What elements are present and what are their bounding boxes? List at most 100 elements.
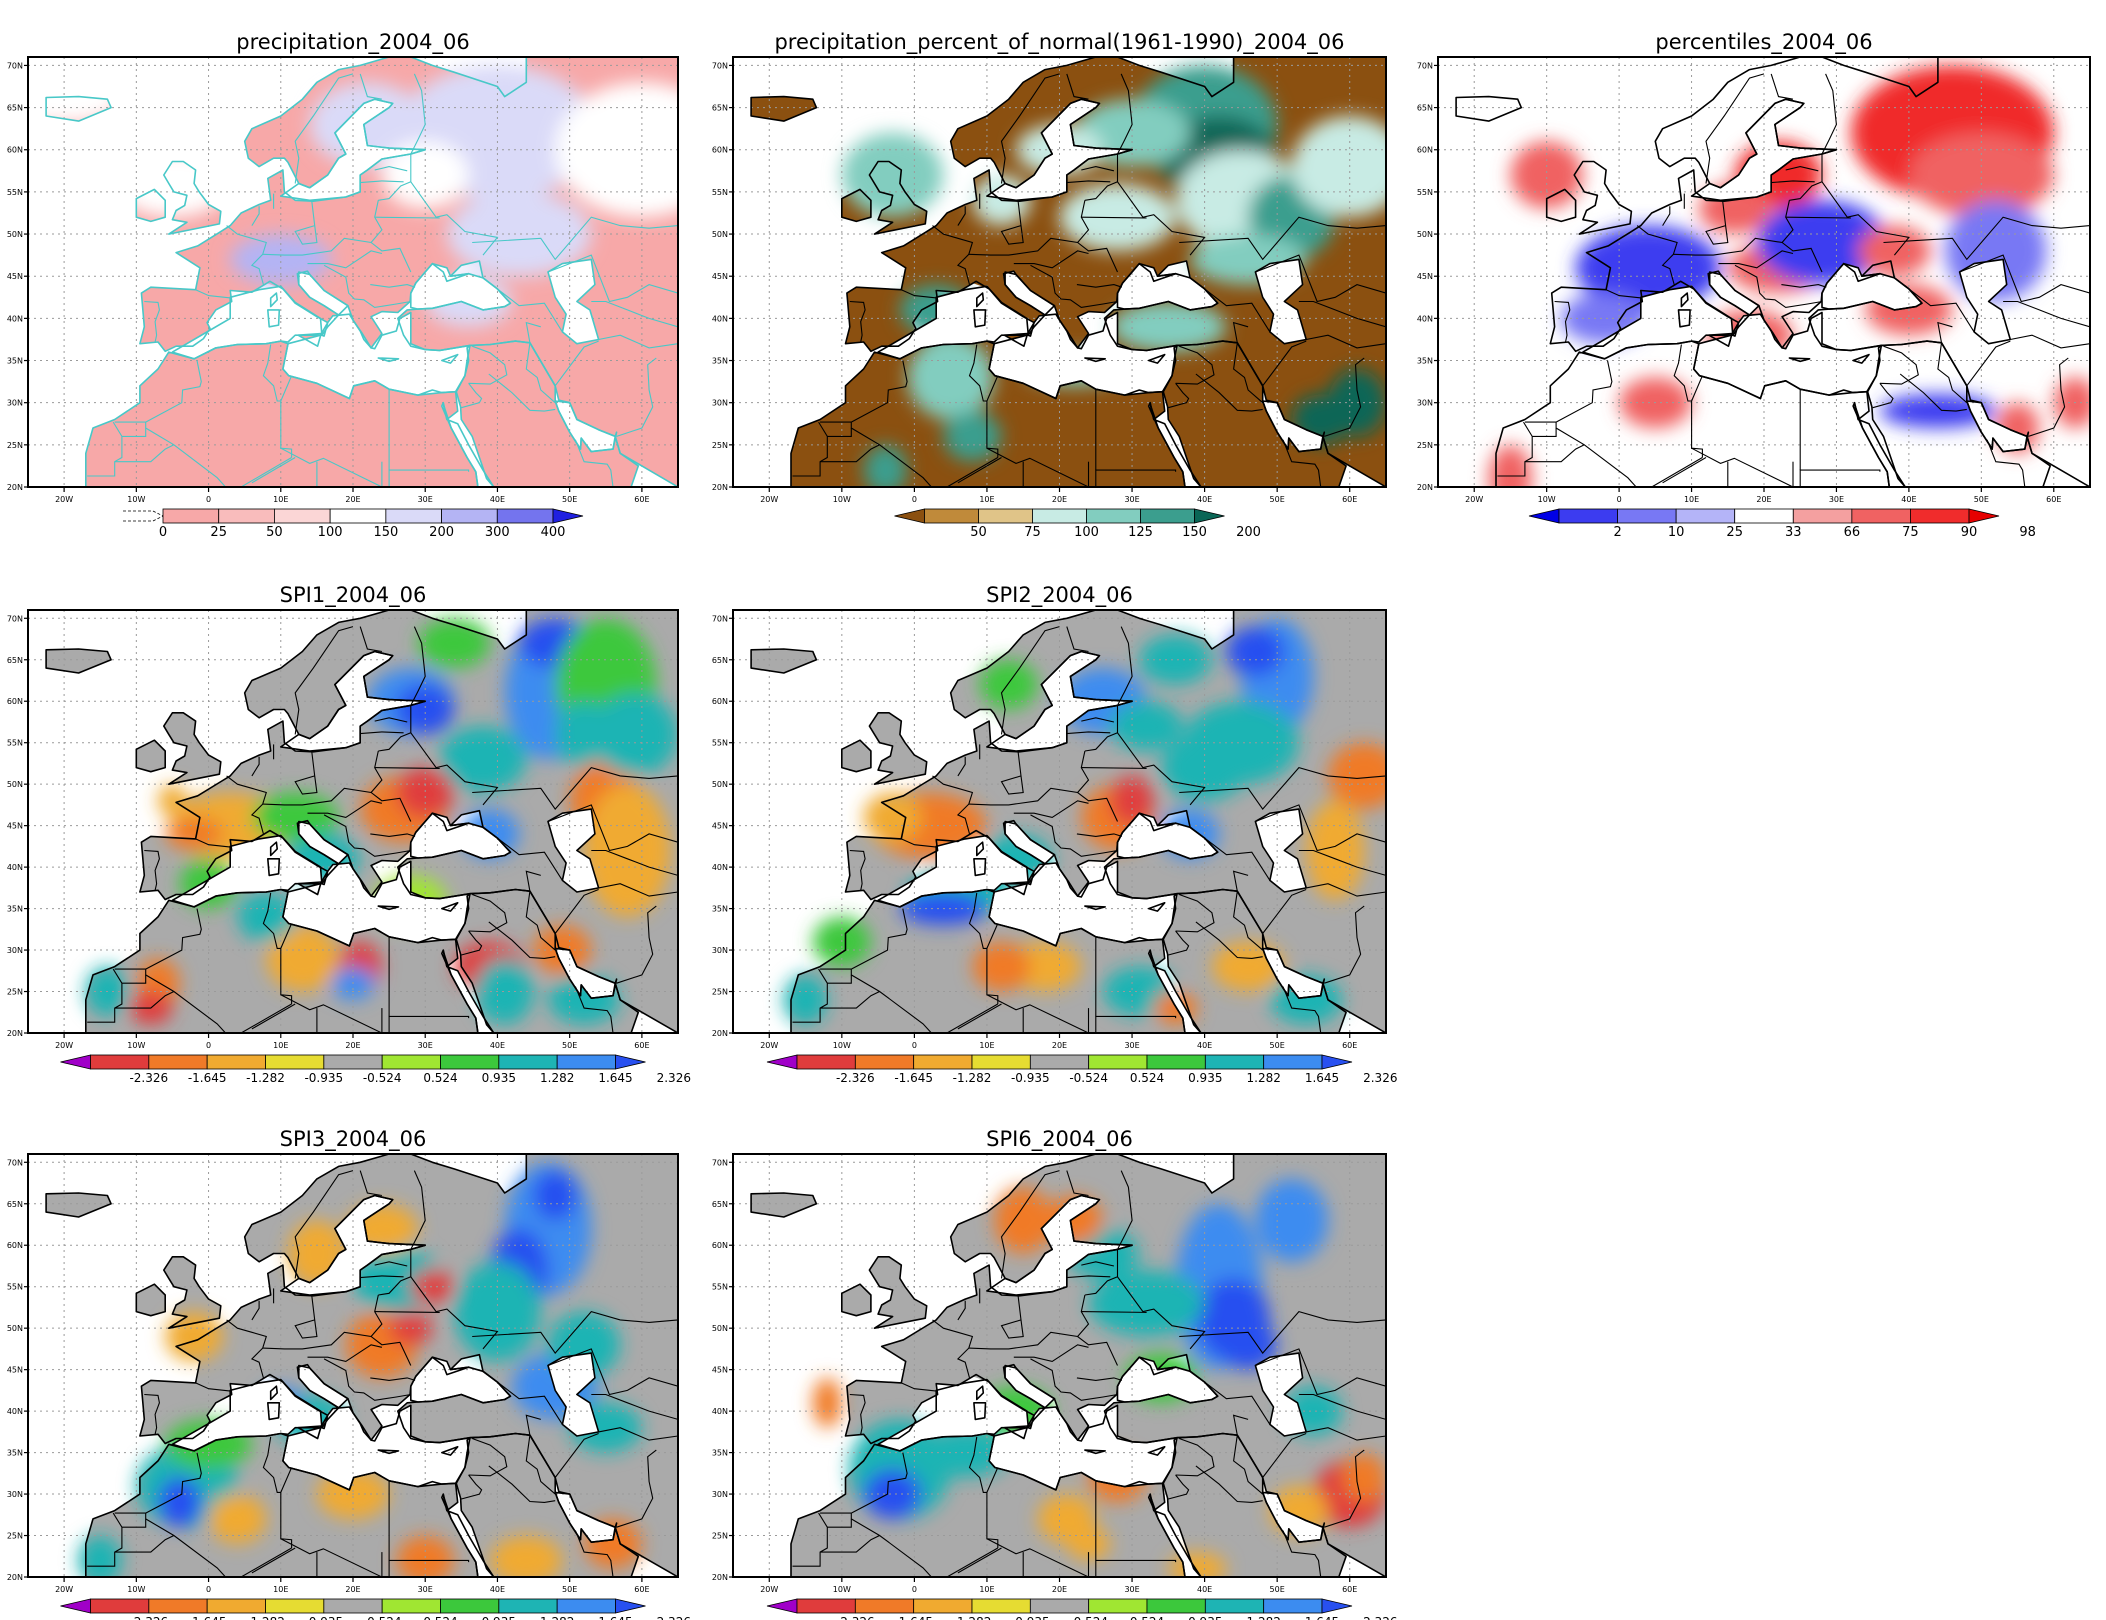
contour-area (490, 1535, 563, 1577)
sea-mask (1005, 272, 1055, 315)
x-tick-label: 60E (2046, 495, 2061, 504)
colorbar-label: -1.645 (188, 1615, 227, 1620)
y-tick-label: 55N (7, 739, 23, 748)
y-tick-label: 60N (7, 697, 23, 706)
map-panel: SPI2_2004_06 20W 10W 0 10E 20E 30E 40E 50E 60E 20N… (712, 583, 1398, 1085)
colorbar-swatch (148, 1598, 208, 1614)
x-tick-label: 30E (1829, 495, 1844, 504)
colorbar-arrow-right (615, 1598, 646, 1614)
x-tick-label: 20E (1756, 495, 1771, 504)
y-tick-label: 70N (7, 61, 23, 70)
y-tick-label: 55N (7, 1283, 23, 1292)
colorbar-label: 1.282 (540, 1071, 574, 1085)
colorbar-label: -1.645 (894, 1615, 933, 1620)
colorbar-arrow-left (766, 1054, 798, 1070)
colorbar-swatch (913, 1598, 973, 1614)
y-tick-label: 55N (712, 1283, 728, 1292)
colorbar-label: 25 (1726, 525, 1743, 540)
colorbar-label: -1.282 (953, 1071, 992, 1085)
colorbar-label: 0.524 (423, 1071, 457, 1085)
colorbar-swatch (162, 508, 220, 524)
y-tick-label: 70N (1417, 61, 1433, 70)
sea-mask (548, 809, 599, 892)
sea-mask (1262, 1492, 1325, 1543)
colorbar-swatch (498, 1054, 558, 1070)
colorbar-swatch (274, 508, 331, 524)
colorbar-swatch (1088, 1598, 1148, 1614)
y-tick-label: 65N (712, 104, 728, 113)
colorbar-label: 300 (485, 525, 510, 540)
colorbar-label: 125 (1128, 525, 1153, 540)
panel-title: SPI6_2004_06 (986, 1127, 1133, 1152)
x-tick-label: 40E (490, 495, 505, 504)
x-tick-label: 10E (1684, 495, 1699, 504)
panel-title: SPI2_2004_06 (986, 583, 1133, 608)
contour-area (1327, 742, 1386, 810)
colorbar-arrow-left (60, 1054, 91, 1070)
colorbar-label: 400 (541, 525, 566, 540)
colorbar-label: -0.935 (304, 1615, 343, 1620)
y-tick-label: 25N (712, 988, 728, 997)
colorbar-swatch (1086, 508, 1141, 524)
colorbar-label: -0.935 (304, 1071, 343, 1085)
field-layer (751, 1154, 1386, 1577)
gridlines (733, 610, 1386, 1034)
colorbar-label: -0.524 (363, 1615, 402, 1620)
y-tick-label: 40N (712, 863, 728, 872)
colorbar-swatch (90, 1598, 150, 1614)
colorbar-label: -2.326 (836, 1071, 875, 1085)
contour-area (1110, 775, 1154, 826)
x-tick-label: 30E (418, 1041, 433, 1050)
land-fill (751, 649, 817, 673)
contour-area (863, 1469, 922, 1519)
panel-title: precipitation_2004_06 (236, 30, 469, 55)
colorbar-swatch (1204, 1598, 1265, 1614)
colorbar-label: 1.282 (540, 1615, 574, 1620)
y-tick-label: 35N (1417, 357, 1433, 366)
colorbar-label: 1.645 (598, 1615, 632, 1620)
y-tick-label: 60N (712, 1241, 728, 1250)
sea-mask (282, 1405, 470, 1490)
y-tick-label: 55N (712, 739, 728, 748)
land-fill (869, 1256, 927, 1329)
y-tick-label: 40N (1417, 314, 1433, 323)
colorbar-swatch (1851, 508, 1911, 524)
land-fill (751, 1193, 817, 1217)
country-borders (87, 1170, 678, 1577)
colorbar-label: -1.282 (953, 1615, 992, 1620)
land-fill (869, 712, 927, 785)
y-tick-label: 30N (712, 1490, 728, 1499)
x-tick-label: 30E (1124, 1041, 1139, 1050)
sea-mask (1117, 263, 1218, 310)
sea-mask (282, 861, 470, 946)
land-fill (1456, 96, 1522, 122)
colorbar-label: 75 (1902, 525, 1919, 540)
country-borders (1497, 73, 2090, 487)
colorbar-label: 50 (266, 525, 283, 540)
colorbar-arrow-left (60, 1598, 91, 1614)
colorbar-label: 0.935 (1188, 1615, 1222, 1620)
x-tick-label: 20E (345, 495, 360, 504)
colorbar-swatch (1617, 508, 1677, 524)
x-tick-label: 40E (490, 1041, 505, 1050)
colorbar-swatch (1792, 508, 1853, 524)
colorbar-swatch (924, 508, 979, 524)
land-fill (1496, 341, 1890, 487)
y-tick-label: 25N (712, 1532, 728, 1541)
sea-mask (1117, 1357, 1218, 1403)
y-tick-label: 20N (712, 483, 728, 492)
colorbar-swatch (1910, 508, 1970, 524)
map-panel: percentiles_2004_06 20W 10W 0 10E 20E 30E 40E 50… (1417, 30, 2091, 540)
sea-mask (410, 263, 511, 310)
colorbar-arrow-right (1194, 508, 1225, 524)
y-tick-label: 45N (7, 822, 23, 831)
colorbar-swatch (1088, 1054, 1148, 1070)
colorbar-swatch (329, 508, 387, 524)
colorbar-swatch (913, 1054, 973, 1070)
y-tick-label: 65N (7, 656, 23, 665)
x-tick-label: 0 (206, 495, 211, 504)
colorbar-label: -1.645 (894, 1071, 933, 1085)
colorbar-label: 150 (373, 525, 398, 540)
colorbar: -2.326 -1.645 -1.282 -0.935 -0.524 0.524 0.935… (766, 1054, 1397, 1085)
x-tick-label: 20W (55, 1585, 73, 1594)
